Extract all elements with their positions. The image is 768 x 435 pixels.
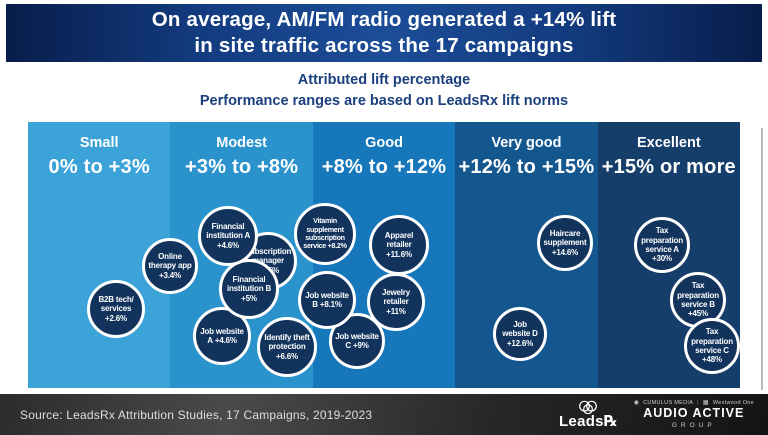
campaign-lift: +3.4% bbox=[159, 270, 181, 280]
slide-edge-line bbox=[761, 128, 763, 390]
campaign-lift: +4.6% bbox=[214, 336, 237, 345]
campaign-bubble-online-therapy-app: Online therapy app +3.4% bbox=[142, 238, 198, 294]
band-label: Excellent bbox=[636, 135, 701, 151]
leadsrx-logo: Leads℞ bbox=[559, 400, 618, 430]
campaign-name: Apparel retailer bbox=[384, 230, 414, 250]
campaign-lift: +45% bbox=[688, 309, 708, 319]
band-range: 0% to +3% bbox=[48, 156, 150, 178]
subtitle-line-2: Performance ranges are based on LeadsRx … bbox=[199, 93, 569, 109]
leadsrx-wordmark: Leads℞ bbox=[558, 412, 618, 430]
campaign-name: Financial institution A bbox=[206, 221, 250, 241]
campaign-lift: +12.6% bbox=[506, 338, 534, 348]
westwood-one-label: Westwood One bbox=[712, 400, 754, 407]
subtitle-line-1: Attributed lift percentage bbox=[297, 72, 471, 88]
group-label: GROUP bbox=[671, 422, 716, 430]
campaign-bubble-haircare-supplement: Haircare supplement +14.6% bbox=[537, 215, 593, 271]
band-range: +15% or more bbox=[601, 156, 736, 178]
leadsrx-rings-icon bbox=[579, 400, 598, 414]
campaign-lift: +8.1% bbox=[319, 300, 342, 309]
campaign-name: Tax preparation service B bbox=[677, 281, 719, 309]
campaign-lift: +9% bbox=[352, 341, 369, 350]
band-range: +3% to +8% bbox=[185, 156, 299, 178]
campaign-name: Job website A bbox=[200, 326, 244, 345]
campaign-lift: +2.6% bbox=[105, 313, 127, 323]
campaign-bubble-job-website-b: Job website B +8.1% bbox=[298, 271, 356, 329]
campaign-name: Tax preparation service C bbox=[691, 327, 733, 355]
campaign-bubble-financial-institution-a: Financial institution A +4.6% bbox=[198, 206, 258, 266]
campaign-name: Financial institution B bbox=[226, 274, 272, 294]
campaign-bubble-job-website-d: Job website D +12.6% bbox=[493, 307, 547, 361]
campaign-lift: +30% bbox=[652, 254, 672, 264]
campaign-name: Job website C bbox=[335, 331, 379, 350]
campaign-bubble-tax-preparation-c: Tax preparation service C +48% bbox=[684, 318, 740, 374]
campaign-bubble-apparel-retailer: Apparel retailer +11.6% bbox=[369, 215, 429, 275]
band-label: Modest bbox=[216, 135, 267, 151]
title-line-1: On average, AM/FM radio generated a +14%… bbox=[151, 8, 617, 31]
campaign-lift: +11.6% bbox=[386, 249, 412, 259]
campaign-bubble-jewelry-retailer: Jewelry retailer +11% bbox=[367, 273, 425, 331]
source-text: Source: LeadsRx Attribution Studies, 17 … bbox=[20, 407, 373, 422]
campaign-name: Subscription manager bbox=[244, 246, 292, 266]
cumulus-media-logo-icon: ◉ bbox=[633, 399, 640, 406]
campaign-lift: +48% bbox=[702, 355, 722, 365]
band-label: Small bbox=[79, 135, 119, 151]
campaign-name: B2B tech/ services bbox=[98, 294, 134, 314]
campaign-bubble-financial-institution-b: Financial institution B +5% bbox=[219, 259, 279, 319]
campaign-lift: +4.6% bbox=[217, 240, 239, 250]
band-range: +8% to +12% bbox=[321, 156, 447, 178]
title-banner: On average, AM/FM radio generated a +14%… bbox=[6, 4, 762, 62]
campaign-name: Online therapy app bbox=[148, 251, 192, 271]
campaign-bubble-tax-preparation-a: Tax preparation service A +30% bbox=[634, 217, 690, 273]
campaign-lift: +14.6% bbox=[551, 247, 579, 257]
audio-active-label: AUDIO ACTIVE bbox=[643, 406, 745, 421]
brand-line: ◉ CUMULUS MEDIA | ▦ Westwood One bbox=[634, 400, 754, 407]
chart-subtitle: Attributed lift percentage Performance r… bbox=[0, 70, 768, 112]
campaign-name: Vitamin supplement subscription service bbox=[303, 216, 345, 251]
cumulus-media-label: CUMULUS MEDIA bbox=[643, 400, 694, 407]
campaign-lift: +8.2% bbox=[327, 241, 347, 251]
title-line-2: in site traffic across the 17 campaigns bbox=[194, 34, 574, 57]
campaign-bubble-identify-theft-protection: Identify theft protection +6.6% bbox=[257, 317, 317, 377]
campaign-name: Jewelry retailer bbox=[382, 287, 410, 307]
brand-separator: | bbox=[697, 400, 699, 407]
footer-bar: Source: LeadsRx Attribution Studies, 17 … bbox=[0, 394, 768, 435]
band-range: +12% to +15% bbox=[458, 156, 595, 178]
campaign-name: Tax preparation service A bbox=[641, 226, 683, 254]
campaign-bubble-b2b-tech-services: B2B tech/ services +2.6% bbox=[87, 280, 145, 338]
campaign-lift: +6.6% bbox=[276, 351, 298, 361]
campaign-name: Haircare supplement bbox=[543, 228, 587, 248]
band-label: Very good bbox=[491, 135, 562, 151]
campaign-bubble-vitamin-supplement-subscription: Vitamin supplement subscription service … bbox=[294, 203, 356, 265]
campaign-lift: +5% bbox=[241, 293, 257, 303]
campaign-name: Job website D bbox=[502, 319, 538, 339]
westwood-one-logo-icon: ▦ bbox=[702, 399, 709, 406]
band-label: Good bbox=[365, 135, 403, 151]
campaign-name: Identify theft protection bbox=[264, 332, 310, 352]
audio-active-group-logo: ◉ CUMULUS MEDIA | ▦ Westwood One AUDIO A… bbox=[634, 400, 754, 429]
campaign-name: Job website B bbox=[305, 290, 349, 309]
campaign-lift: +11% bbox=[386, 306, 406, 316]
